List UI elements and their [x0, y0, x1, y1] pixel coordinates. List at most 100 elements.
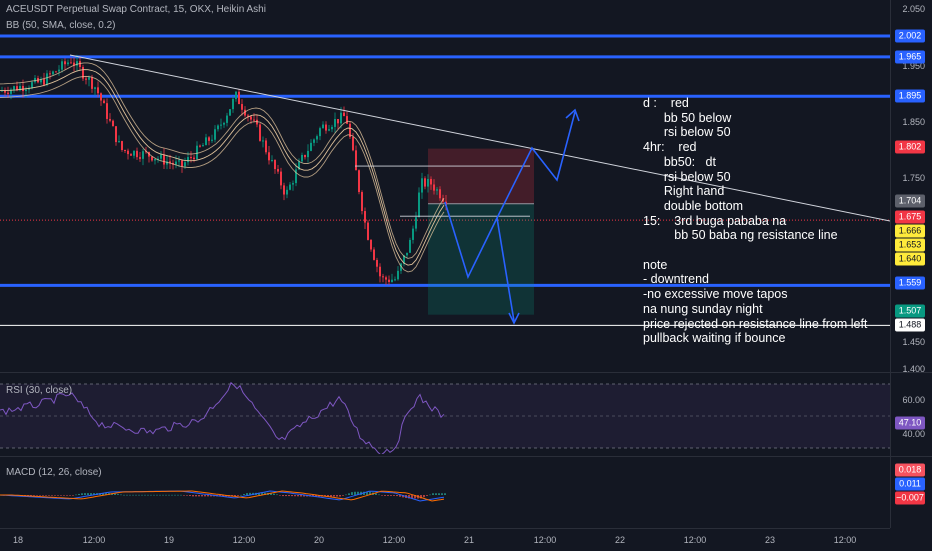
rsi-pane[interactable]: RSI (30, close) [0, 376, 890, 454]
macd-histogram-bar [246, 493, 248, 495]
candle-body [361, 192, 363, 212]
macd-histogram-bar [159, 494, 161, 496]
macd-histogram-bar [33, 495, 35, 496]
macd-histogram-bar [243, 494, 245, 495]
candle-body [313, 139, 315, 143]
candle-body [4, 90, 6, 93]
candle-body [280, 171, 282, 186]
candle-body [289, 184, 291, 190]
price-axis[interactable]: 2.050 1.950 1.850 1.750 1.450 1.400 60.0… [890, 0, 932, 528]
candle-body [406, 252, 408, 256]
macd-histogram-bar [54, 495, 56, 496]
candle-body [169, 161, 171, 163]
take-profit-zone [428, 203, 534, 315]
macd-pane[interactable]: MACD (12, 26, close) [0, 459, 890, 527]
candle-body [49, 73, 51, 75]
candle-body [136, 150, 138, 158]
candle-body [151, 156, 153, 161]
candle-body [409, 239, 411, 253]
price-tag: 1.653 [895, 238, 925, 252]
macd-histogram-bar [45, 495, 47, 496]
candle-body [160, 154, 162, 159]
macd-histogram-bar [165, 494, 167, 496]
arrow-head-down [508, 312, 520, 325]
macd-indicator-label[interactable]: MACD (12, 26, close) [6, 467, 102, 478]
candle-body [292, 183, 294, 185]
macd-histogram-bar [339, 495, 341, 497]
price-tick: 2.050 [902, 4, 925, 14]
price-chart-pane[interactable]: ACEUSDT Perpetual Swap Contract, 15, OKX… [0, 0, 890, 370]
candle-body [331, 126, 333, 130]
macd-histogram-bar [276, 494, 278, 496]
macd-histogram-bar [315, 495, 317, 497]
candle-body [31, 82, 33, 89]
candle-body [301, 154, 303, 162]
macd-histogram-bar [132, 494, 134, 496]
macd-histogram-bar [150, 494, 152, 496]
candle-body [328, 129, 330, 131]
macd-histogram-bar [384, 495, 386, 496]
macd-histogram-bar [189, 495, 191, 496]
macd-histogram-bar [123, 494, 125, 496]
candle-body [163, 154, 165, 165]
candle-body [367, 222, 369, 240]
pane-separator[interactable] [0, 372, 932, 373]
time-tick: 19 [163, 535, 175, 545]
candle-body [373, 249, 375, 260]
candle-body [274, 159, 276, 170]
candle-body [139, 157, 141, 159]
macd-histogram-bar [141, 494, 143, 496]
macd-histogram-bar [258, 492, 260, 495]
time-axis[interactable]: 18 12:00 19 12:00 20 12:00 21 12:00 22 1… [0, 528, 890, 551]
price-tag: 1.895 [895, 89, 925, 103]
macd-histogram-bar [351, 492, 353, 495]
symbol-title[interactable]: ACEUSDT Perpetual Swap Contract, 15, OKX… [6, 4, 266, 15]
analysis-notes[interactable]: d : red bb 50 below rsi below 50 4hr: re… [643, 96, 868, 346]
rsi-chart [0, 381, 890, 454]
candle-body [220, 124, 222, 126]
price-tag: 1.559 [895, 276, 925, 290]
candle-body [118, 141, 120, 143]
macd-histogram-bar [174, 494, 176, 496]
time-tick: 12:00 [232, 535, 256, 545]
time-tick: 12:00 [533, 535, 557, 545]
macd-histogram-bar [138, 494, 140, 496]
bb-indicator-label[interactable]: BB (50, SMA, close, 0.2) [6, 20, 116, 31]
macd-histogram-bar [285, 495, 287, 497]
price-tag: 1.666 [895, 224, 925, 238]
candle-body [181, 160, 183, 167]
macd-histogram-bar [147, 494, 149, 496]
price-tick: 1.750 [902, 173, 925, 183]
bollinger-band-line [0, 69, 445, 266]
candle-body [217, 125, 219, 130]
candle-body [415, 217, 417, 229]
candle-body [223, 122, 225, 125]
resistance-trend-line [69, 54, 890, 222]
projection-path-down [444, 201, 515, 322]
candle-body [400, 263, 402, 271]
macd-histogram-bar [90, 493, 92, 495]
time-tick: 21 [463, 535, 475, 545]
candle-body [343, 112, 345, 117]
candle-body [379, 266, 381, 277]
time-tick: 12:00 [382, 535, 406, 545]
candle-body [421, 178, 423, 193]
price-tag: 1.802 [895, 140, 925, 154]
macd-histogram-bar [186, 495, 188, 496]
rsi-tick: 60.00 [902, 395, 925, 405]
macd-histogram-bar [348, 493, 350, 495]
candle-body [193, 157, 195, 160]
macd-histogram-bar [75, 494, 77, 496]
candle-body [199, 145, 201, 147]
macd-histogram-bar [171, 494, 173, 496]
candle-body [436, 189, 438, 191]
price-chart[interactable] [0, 0, 890, 370]
pane-separator[interactable] [0, 456, 932, 457]
rsi-indicator-label[interactable]: RSI (30, close) [6, 385, 73, 396]
candle-body [238, 91, 240, 105]
candle-body [64, 61, 66, 65]
macd-histogram-bar [57, 495, 59, 496]
price-tag: 1.704 [895, 194, 925, 208]
candle-body [388, 279, 390, 282]
macd-histogram-bar [369, 491, 371, 495]
